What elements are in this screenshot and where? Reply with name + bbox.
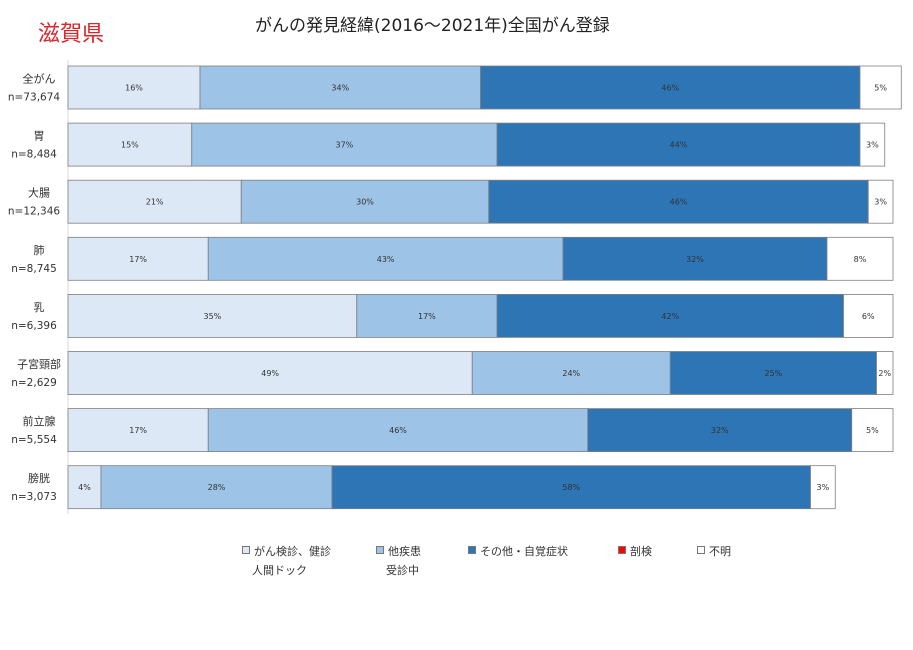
category-label: 肺 [34,244,45,257]
bar-segment [488,179,869,224]
bar-segment [843,293,894,338]
bar-segment [67,236,209,281]
category-label: 子宮頸部 [17,357,61,371]
bar-segment [496,293,844,338]
data-label: 3% [866,141,879,150]
data-label: 46% [661,84,679,93]
legend-item: その他・自覚症状 [468,542,568,561]
category-n-label: n=6,396 [11,320,57,332]
bar-segment [67,179,242,224]
legend-label: 他疾患 [388,545,421,558]
data-label: 2% [878,369,891,378]
legend-item: 他疾患 受診中 [376,542,421,580]
bar-segment [851,408,894,453]
data-label: 35% [203,312,221,321]
data-label: 49% [261,369,279,378]
data-label: 34% [331,84,349,93]
category-n-label: n=8,745 [11,263,57,275]
data-label: 44% [670,141,688,150]
data-label: 8% [854,255,867,264]
bar-segment [67,351,473,395]
data-label: 43% [377,255,395,264]
data-label: 24% [562,369,580,378]
bar-segment [67,293,358,338]
data-label: 3% [874,198,887,207]
bar-segment [191,122,498,167]
legend-label: 不明 [709,545,731,558]
bar-segment [496,122,861,167]
legend-item: がん検診、健診 人間ドック [242,542,331,580]
chart-title: がんの発見経緯(2016〜2021年)全国がん登録 [255,16,610,36]
bar-segment [67,122,193,167]
data-label: 17% [418,312,436,321]
legend-swatch [697,546,705,554]
data-label: 42% [661,312,679,321]
region-label: 滋賀県 [38,22,105,47]
bar-segment [859,65,902,110]
bar-segment [480,65,861,110]
category-label: 前立腺 [23,414,56,428]
data-label: 17% [129,426,147,435]
bar-segment [562,236,828,281]
bar-segment [867,179,894,224]
data-label: 3% [817,483,830,492]
bar-segment [859,122,886,167]
category-n-label: n=73,674 [8,92,61,104]
data-label: 6% [862,312,875,321]
category-n-label: n=3,073 [11,491,57,503]
category-label: 大腸 [28,186,50,200]
data-label: 25% [764,369,782,378]
bar-segment [587,408,853,453]
category-n-label: n=5,554 [11,434,57,446]
bar-segment [207,408,589,453]
data-label: 15% [121,141,139,150]
legend-item: 不明 [697,542,731,561]
category-label: 胃 [34,130,45,143]
legend-swatch [618,546,626,554]
data-label: 4% [78,483,91,492]
legend-swatch [376,546,384,554]
data-label: 30% [356,198,374,207]
bar-segment [356,293,498,338]
data-label: 46% [389,426,407,435]
bar-segment [876,351,894,395]
category-n-label: n=12,346 [8,206,61,218]
bar-segment [207,236,564,281]
legend-item: 剖検 [618,542,652,561]
category-label: 乳 [34,301,45,314]
bar-segment [471,351,671,395]
data-label: 58% [562,483,580,492]
bar-segment [810,465,836,510]
legend-label: その他・自覚症状 [480,545,568,558]
data-label: 5% [866,426,879,435]
legend-swatch [242,546,250,554]
stacked-bar-chart: 全がん n=73,674 16% 34% 46% 5% 胃 n=8,484 15% 37% 44% 3… [8,60,902,514]
data-label: 21% [146,198,164,207]
data-label: 28% [208,483,226,492]
category-label: 膀胱 [28,471,50,485]
legend-label: 人間ドック [252,564,307,577]
bar-segment [100,465,333,510]
data-label: 32% [711,426,729,435]
data-label: 37% [335,141,353,150]
data-label: 17% [129,255,147,264]
category-label: 全がん [23,72,56,86]
data-label: 5% [874,84,887,93]
legend-label: 受診中 [386,564,419,577]
category-n-label: n=2,629 [11,377,57,389]
legend-swatch [468,546,476,554]
legend-label: 剖検 [630,545,652,558]
data-label: 16% [125,84,143,93]
legend-label: がん検診、健診 [254,545,331,558]
bar-segment [240,179,490,224]
bar-segment [67,65,201,110]
category-n-label: n=8,484 [11,149,57,161]
data-label: 32% [686,255,704,264]
data-label: 46% [670,198,688,207]
bar-segment [826,236,894,281]
